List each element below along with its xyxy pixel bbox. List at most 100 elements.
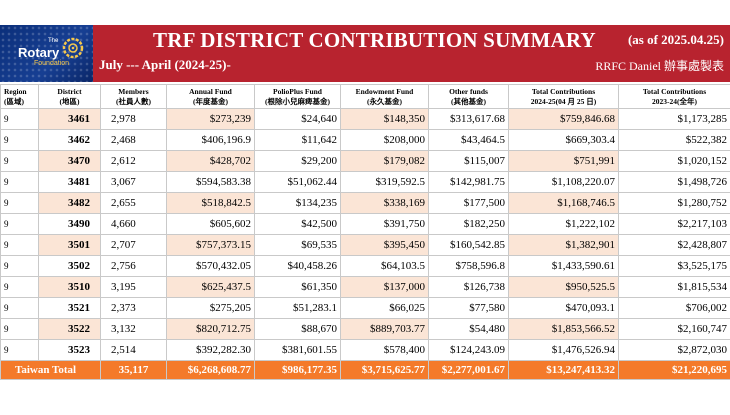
other-funds-cell: $115,007 [428,150,509,172]
members-cell: 2,612 [100,150,167,172]
logo-foundation: Foundation [34,60,70,67]
polioplus-fund-cell: $381,601.55 [254,339,341,361]
rotary-wheel-icon [62,37,84,59]
endowment-fund-cell: $64,103.5 [340,255,429,277]
other-funds-cell: $142,981.75 [428,171,509,193]
endowment-fund-cell: $208,000 [340,129,429,151]
endowment-fund-cell: $66,025 [340,297,429,319]
members-cell: 3,195 [100,276,167,298]
logo-the: The [48,38,59,44]
members-cell: 2,468 [100,129,167,151]
members-cell: 3,067 [100,171,167,193]
polioplus-fund-cell: $51,062.44 [254,171,341,193]
region-cell: 9 [0,276,39,298]
other-funds-cell: $126,738 [428,276,509,298]
column-header-line1: Total Contributions [531,86,596,96]
annual-fund-cell: $275,205 [166,297,255,319]
header-banner: TRF DISTRICT CONTRIBUTION SUMMARY (as of… [93,25,730,82]
endowment-fund-cell: $179,082 [340,150,429,172]
table-row: 9 3482 2,655 $518,842.5 $134,235 $338,169 $177… [0,192,730,214]
annual-fund-cell: $625,437.5 [166,276,255,298]
total-2024-25-cell: $669,303.4 [508,129,619,151]
total-2023-24-cell: $1,280,752 [618,192,730,214]
column-header-line1: Other funds [449,86,488,96]
polioplus-fund-cell: $29,200 [254,150,341,172]
logo-pattern [0,25,93,82]
total-2023-24-cell: $1,498,726 [618,171,730,193]
column-header-line1: Members [118,86,149,96]
region-cell: 9 [0,108,39,130]
table-row: 9 3461 2,978 $273,239 $24,640 $148,350 $313,61… [0,108,730,130]
contribution-table: Region (區域) District (地區) Members (社員人數) Annua… [0,84,730,380]
total-2024-25-cell: $1,222,102 [508,213,619,235]
annual-fund-cell: $757,373.15 [166,234,255,256]
members-cell: 2,373 [100,297,167,319]
total-2023-24-cell: $1,815,534 [618,276,730,298]
polioplus-fund-cell: $42,500 [254,213,341,235]
annual-fund-cell: $406,196.9 [166,129,255,151]
region-cell: 9 [0,297,39,319]
other-funds-cell: $313,617.68 [428,108,509,130]
column-header-line1: Endowment Fund [355,86,414,96]
district-cell: 3522 [38,318,101,340]
district-cell: 3502 [38,255,101,277]
region-cell: 9 [0,255,39,277]
column-header-line2: (根除小兒麻痺基金) [265,96,330,106]
other-funds-cell: $182,250 [428,213,509,235]
members-cell: 2,707 [100,234,167,256]
endowment-fund-cell: $889,703.77 [340,318,429,340]
endowment-fund-cell: $395,450 [340,234,429,256]
annual-fund-cell: $594,583.38 [166,171,255,193]
column-header-line2: (區域) [4,96,24,106]
total-2024-25-cell: $1,476,526.94 [508,339,619,361]
members-cell: 2,978 [100,108,167,130]
column-header: Region (區域) [0,84,39,109]
column-header-line2: 2023-24(全年) [652,96,697,106]
column-header: Total Contributions 2024-25(04 月 25 日) [508,84,619,109]
total-2023-24-cell: $3,525,175 [618,255,730,277]
district-cell: 3501 [38,234,101,256]
table-row: 9 3470 2,612 $428,702 $29,200 $179,082 $115,00… [0,150,730,172]
total-2023-24-cell: $2,160,747 [618,318,730,340]
table-row: 9 3523 2,514 $392,282.30 $381,601.55 $578,400… [0,339,730,361]
column-header: PolioPlus Fund (根除小兒麻痺基金) [254,84,341,109]
total-other: $2,277,001.67 [428,360,509,380]
total-2024-25-cell: $950,525.5 [508,276,619,298]
district-cell: 3461 [38,108,101,130]
logo-wordmark: Rotary [18,45,60,60]
members-cell: 2,756 [100,255,167,277]
endowment-fund-cell: $137,000 [340,276,429,298]
district-cell: 3481 [38,171,101,193]
page-title: TRF DISTRICT CONTRIBUTION SUMMARY [153,28,596,52]
region-cell: 9 [0,129,39,151]
annual-fund-cell: $428,702 [166,150,255,172]
region-cell: 9 [0,318,39,340]
district-cell: 3510 [38,276,101,298]
rotary-foundation-logo: The Rotary Foundation [0,25,93,82]
endowment-fund-cell: $391,750 [340,213,429,235]
total-2023-24-cell: $706,002 [618,297,730,319]
table-row: 9 3462 2,468 $406,196.9 $11,642 $208,000 $43,4… [0,129,730,151]
column-header-line1: Region [4,86,27,96]
region-cell: 9 [0,339,39,361]
annual-fund-cell: $518,842.5 [166,192,255,214]
annual-fund-cell: $820,712.75 [166,318,255,340]
other-funds-cell: $177,500 [428,192,509,214]
total-2024-25-cell: $751,991 [508,150,619,172]
annual-fund-cell: $570,432.05 [166,255,255,277]
region-cell: 9 [0,171,39,193]
table-row: 9 3481 3,067 $594,583.38 $51,062.44 $319,592.… [0,171,730,193]
table-row: 9 3522 3,132 $820,712.75 $88,670 $889,703.77 $… [0,318,730,340]
table-row: 9 3502 2,756 $570,432.05 $40,458.26 $64,103.5… [0,255,730,277]
total-members: 35,117 [100,360,167,380]
column-header: Members (社員人數) [100,84,167,109]
members-cell: 4,660 [100,213,167,235]
polioplus-fund-cell: $40,458.26 [254,255,341,277]
members-cell: 3,132 [100,318,167,340]
polioplus-fund-cell: $61,350 [254,276,341,298]
total-2023-24: $21,220,695 [618,360,730,380]
column-header: Endowment Fund (永久基金) [340,84,429,109]
total-2024-25-cell: $1,168,746.5 [508,192,619,214]
column-header-line1: Total Contributions [642,86,707,96]
column-header-line2: (其他基金) [451,96,486,106]
